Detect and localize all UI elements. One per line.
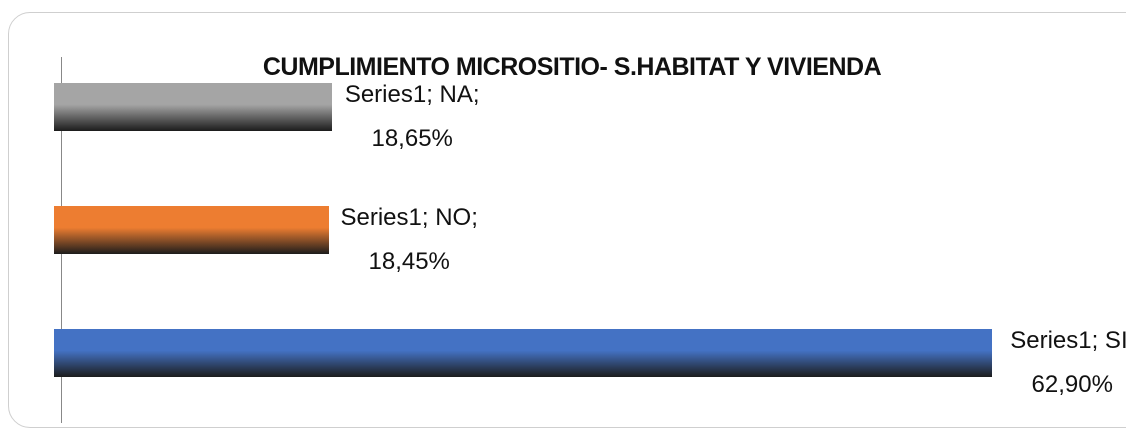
data-label: Series1; SI; 62,90% xyxy=(1010,327,1126,398)
chart-title: CUMPLIMIENTO MICROSITIO- S.HABITAT Y VIV… xyxy=(262,53,882,81)
bar xyxy=(54,83,333,131)
label-key xyxy=(970,331,989,348)
data-label: Series1; NA; 18,65% xyxy=(344,81,480,152)
bar xyxy=(54,329,993,377)
chart-card: CUMPLIMIENTO MICROSITIO- S.HABITAT Y VIV… xyxy=(8,12,1126,428)
label-key xyxy=(307,208,326,225)
label-key xyxy=(310,85,329,102)
data-label: Series1; NO; 18,45% xyxy=(340,204,478,275)
bar xyxy=(54,206,330,254)
